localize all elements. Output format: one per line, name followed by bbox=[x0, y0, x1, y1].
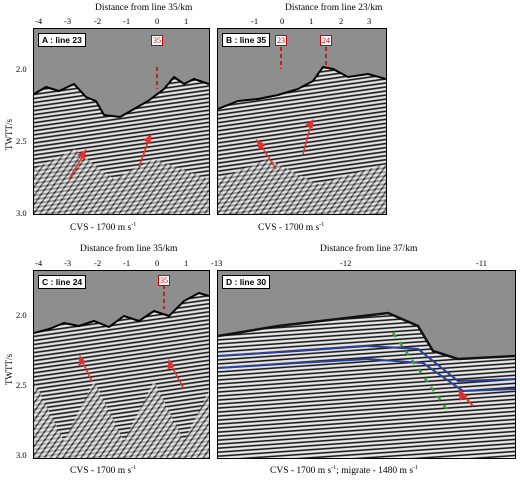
y-tick: 2.5 bbox=[16, 136, 27, 146]
y-axis-title-top: TWTT/s bbox=[4, 119, 14, 150]
y-axis-title-bottom: TWTT/s bbox=[4, 354, 14, 385]
y-tick: 3.0 bbox=[16, 450, 27, 460]
x-tick: 1 bbox=[184, 258, 189, 268]
x-tick: 1 bbox=[309, 16, 314, 26]
panel-a-caption: CVS - 1700 m s-1 bbox=[70, 222, 137, 234]
x-tick: -1 bbox=[251, 16, 259, 26]
panel-b-seismic-section: B : line 35 23 24 bbox=[217, 28, 387, 215]
fault-line bbox=[391, 332, 450, 412]
x-tick: 0 bbox=[280, 16, 285, 26]
y-tick: 2.0 bbox=[16, 310, 27, 320]
panel-c-caption: CVS - 1700 m s-1 bbox=[70, 465, 137, 477]
y-tick: 2.0 bbox=[16, 64, 27, 74]
x-tick: -3 bbox=[64, 16, 72, 26]
panel-a-seismic-section: A : line 23 35 bbox=[33, 28, 210, 215]
x-tick: -11 bbox=[476, 258, 488, 268]
panel-d-label: D : line 30 bbox=[222, 275, 271, 289]
panel-c-seismic-section: C : line 24 35 bbox=[33, 270, 210, 459]
x-tick: -2 bbox=[94, 258, 102, 268]
panel-b-marker-24: 24 bbox=[320, 35, 332, 46]
panel-a-top-title: Distance from line 35/km bbox=[95, 3, 193, 13]
panel-d-image bbox=[218, 311, 515, 458]
arrow-icon bbox=[458, 388, 474, 407]
arrow-icon bbox=[68, 133, 152, 180]
x-tick: -1 bbox=[123, 258, 131, 268]
y-tick: 3.0 bbox=[16, 208, 27, 218]
panel-b-top-title: Distance from line 23/km bbox=[285, 3, 383, 13]
x-tick: 1 bbox=[184, 16, 189, 26]
panel-c-top-title: Distance from line 35/km bbox=[80, 244, 178, 254]
panel-c-marker-35: 35 bbox=[158, 275, 170, 286]
panel-b-marker-23: 23 bbox=[275, 35, 287, 46]
panel-a-marker-35: 35 bbox=[151, 35, 163, 46]
panel-d-top-title: Distance from line 37/km bbox=[320, 244, 418, 254]
arrow-icon bbox=[256, 118, 314, 170]
x-tick: -4 bbox=[35, 258, 43, 268]
panel-b-image bbox=[218, 47, 386, 214]
panel-d-seismic-section: D : line 30 bbox=[217, 270, 516, 459]
x-tick: -4 bbox=[35, 16, 43, 26]
x-tick: -3 bbox=[64, 258, 72, 268]
x-tick: 3 bbox=[367, 16, 372, 26]
panel-b-label: B : line 35 bbox=[222, 33, 271, 47]
x-tick: -1 bbox=[123, 16, 131, 26]
x-tick: 0 bbox=[155, 258, 160, 268]
x-tick: 2 bbox=[339, 16, 344, 26]
panel-d-caption: CVS - 1700 m s-1; migrate - 1480 m s-1 bbox=[270, 465, 419, 477]
arrow-icon bbox=[78, 354, 185, 390]
x-tick: 0 bbox=[155, 16, 160, 26]
panel-a-label: A : line 23 bbox=[38, 33, 86, 47]
x-tick: -12 bbox=[340, 258, 352, 268]
panel-c-label: C : line 24 bbox=[38, 275, 87, 289]
x-tick: -13 bbox=[211, 258, 223, 268]
y-tick: 2.5 bbox=[16, 380, 27, 390]
x-tick: -2 bbox=[94, 16, 102, 26]
panel-b-caption: CVS - 1700 m s-1 bbox=[258, 222, 325, 234]
panel-c-image bbox=[34, 285, 209, 458]
panel-a-image bbox=[34, 67, 209, 214]
